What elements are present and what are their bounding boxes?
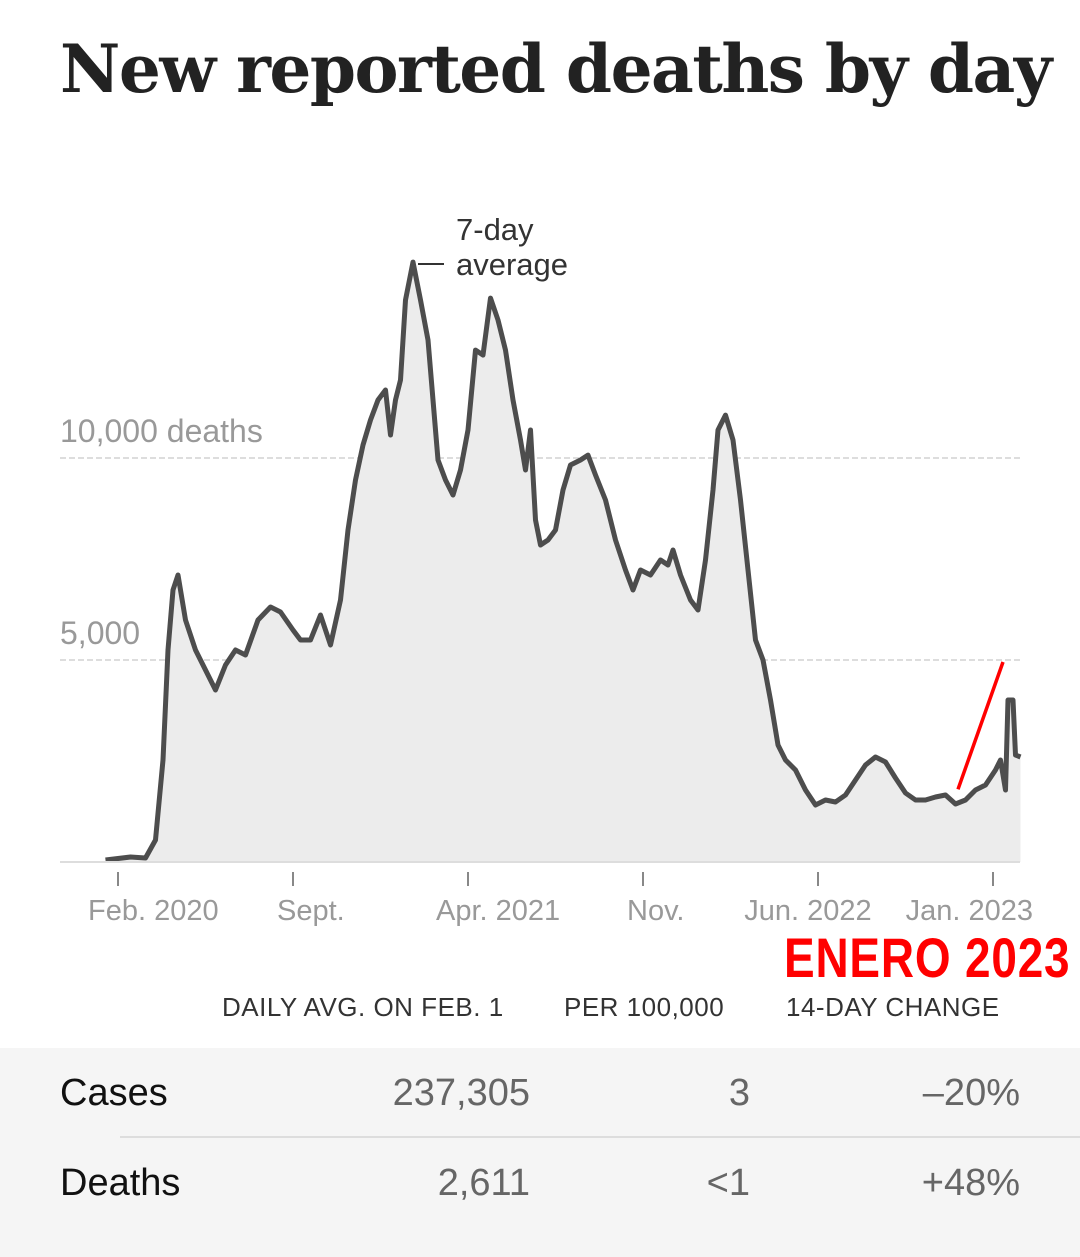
header-14-day-change: 14-DAY CHANGE — [786, 992, 1000, 1022]
x-tick-label: Jun. 2022 — [744, 895, 871, 927]
header-per-100k: PER 100,000 — [564, 992, 725, 1022]
table-row-deaths: Deaths 2,611 <1 +48% — [60, 1138, 1020, 1228]
stats-table: Cases 237,305 3 –20% Deaths 2,611 <1 +48… — [0, 1048, 1080, 1257]
change: +48% — [921, 1162, 1020, 1204]
row-label: Deaths — [60, 1162, 181, 1204]
series-label-line2: average — [456, 247, 568, 282]
y-tick-label: 10,000 deaths — [60, 413, 263, 449]
overlay-annotation-text: ENERO 2023 — [784, 926, 1071, 989]
chart-title: New reported deaths by day — [60, 30, 1052, 108]
x-tick-label: Apr. 2021 — [436, 895, 560, 927]
table-row-cases: Cases 237,305 3 –20% — [60, 1048, 1080, 1138]
per-100k: <1 — [706, 1162, 750, 1204]
header-daily-avg: DAILY AVG. ON FEB. 1 — [222, 992, 504, 1022]
per-100k: 3 — [728, 1072, 750, 1114]
area-fill — [105, 262, 1021, 863]
x-tick-label: Feb. 2020 — [88, 895, 219, 927]
y-tick-label: 5,000 — [60, 615, 140, 651]
daily-avg: 2,611 — [437, 1162, 530, 1204]
red-arrow-annotation — [956, 661, 1005, 790]
deaths-chart: 10,000 deaths 5,000 Feb. 2020 Sept. Apr. 20… — [60, 212, 1033, 927]
series-label-line1: 7-day — [456, 212, 534, 247]
change: –20% — [922, 1072, 1020, 1114]
x-tick-label: Jan. 2023 — [906, 895, 1033, 927]
seven-day-average-line — [105, 259, 1022, 863]
x-tick-label: Sept. — [277, 895, 345, 927]
row-label: Cases — [60, 1072, 168, 1114]
row-divider — [120, 1136, 1080, 1138]
daily-avg: 237,305 — [392, 1072, 530, 1114]
x-tick-label: Nov. — [627, 895, 684, 927]
